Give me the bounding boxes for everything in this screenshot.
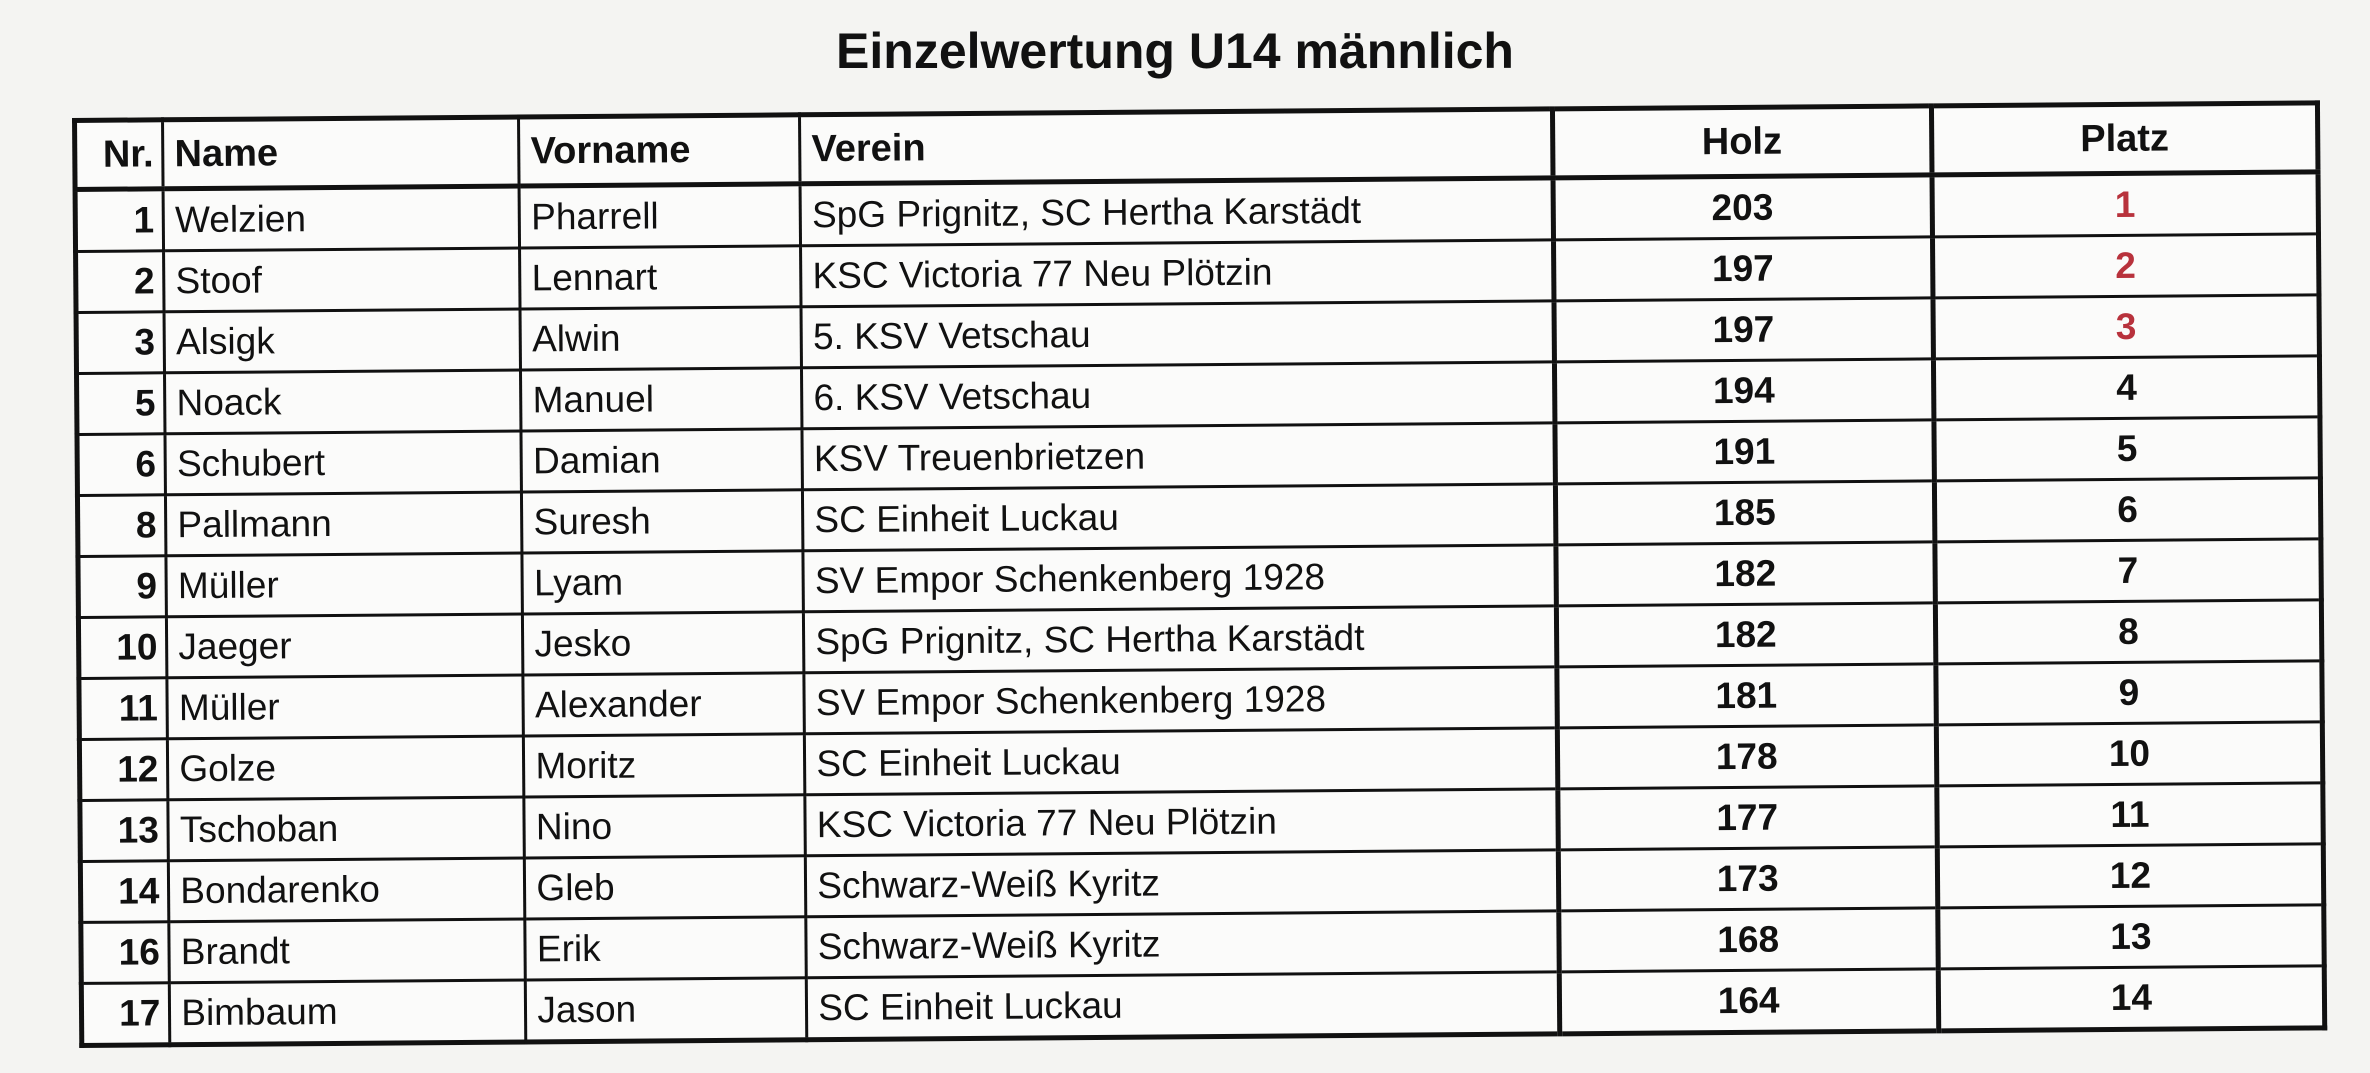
cell-name: Golze bbox=[167, 735, 525, 800]
cell-holz: 177 bbox=[1557, 785, 1938, 850]
cell-platz: 3 bbox=[1932, 294, 2320, 359]
cell-nr: 5 bbox=[76, 372, 166, 435]
cell-nr: 3 bbox=[76, 311, 165, 374]
cell-vorname: Alexander bbox=[523, 672, 805, 736]
cell-nr: 17 bbox=[81, 982, 171, 1046]
cell-name: Noack bbox=[164, 369, 522, 434]
cell-name: Jaeger bbox=[166, 613, 524, 678]
cell-nr: 13 bbox=[79, 799, 169, 862]
cell-platz: 10 bbox=[1936, 721, 2323, 786]
cell-nr: 14 bbox=[80, 860, 170, 923]
document-title: Einzelwertung U14 männlich bbox=[836, 23, 1514, 79]
cell-vorname: Damian bbox=[521, 428, 803, 492]
cell-name: Tschoban bbox=[168, 796, 525, 861]
cell-holz: 182 bbox=[1555, 541, 1936, 606]
cell-name: Alsigk bbox=[164, 308, 521, 373]
cell-name: Bondarenko bbox=[168, 857, 526, 922]
header-holz: Holz bbox=[1552, 105, 1932, 178]
cell-holz: 178 bbox=[1556, 724, 1937, 789]
cell-nr: 16 bbox=[80, 921, 170, 984]
header-verein: Verein bbox=[799, 108, 1553, 184]
cell-platz: 4 bbox=[1933, 355, 2320, 420]
cell-platz: 14 bbox=[1938, 965, 2325, 1031]
cell-platz: 9 bbox=[1935, 660, 2323, 725]
cell-name: Bimbaum bbox=[169, 979, 527, 1045]
cell-name: Müller bbox=[167, 674, 524, 739]
cell-platz: 7 bbox=[1934, 538, 2322, 603]
cell-holz: 185 bbox=[1555, 480, 1935, 545]
cell-nr: 9 bbox=[77, 555, 167, 618]
cell-holz: 203 bbox=[1552, 174, 1933, 240]
cell-vorname: Lyam bbox=[522, 550, 804, 614]
cell-platz: 12 bbox=[1937, 843, 2324, 908]
cell-nr: 8 bbox=[77, 494, 167, 557]
cell-vorname: Jason bbox=[525, 977, 808, 1042]
cell-verein: 6. KSV Vetschau bbox=[801, 361, 1555, 429]
cell-nr: 12 bbox=[79, 738, 169, 801]
cell-name: Brandt bbox=[169, 918, 526, 983]
cell-holz: 182 bbox=[1555, 602, 1936, 667]
cell-verein: 5. KSV Vetschau bbox=[801, 300, 1555, 368]
cell-holz: 197 bbox=[1553, 236, 1933, 301]
cell-verein: SV Empor Schenkenberg 1928 bbox=[803, 544, 1556, 612]
cell-holz: 191 bbox=[1554, 419, 1935, 484]
cell-vorname: Erik bbox=[525, 916, 807, 980]
cell-verein: Schwarz-Weiß Kyritz bbox=[805, 849, 1559, 917]
cell-vorname: Gleb bbox=[524, 855, 807, 919]
header-platz: Platz bbox=[1931, 102, 2318, 175]
cell-verein: SV Empor Schenkenberg 1928 bbox=[804, 666, 1557, 734]
cell-verein: SpG Prignitz, SC Hertha Karstädt bbox=[800, 177, 1554, 246]
cell-nr: 2 bbox=[75, 250, 165, 313]
cell-holz: 168 bbox=[1558, 907, 1939, 972]
cell-name: Schubert bbox=[165, 430, 522, 495]
cell-verein: SC Einheit Luckau bbox=[806, 971, 1560, 1040]
cell-verein: KSC Victoria 77 Neu Plötzin bbox=[805, 788, 1558, 856]
cell-vorname: Moritz bbox=[523, 733, 806, 797]
header-name: Name bbox=[162, 116, 520, 189]
cell-platz: 2 bbox=[1932, 233, 2319, 298]
cell-vorname: Manuel bbox=[520, 367, 803, 431]
cell-verein: Schwarz-Weiß Kyritz bbox=[806, 910, 1559, 978]
cell-holz: 194 bbox=[1554, 358, 1934, 423]
cell-holz: 197 bbox=[1553, 297, 1934, 362]
cell-name: Pallmann bbox=[165, 491, 523, 556]
cell-holz: 164 bbox=[1558, 968, 1939, 1034]
cell-verein: SC Einheit Luckau bbox=[804, 727, 1558, 795]
cell-name: Müller bbox=[166, 552, 523, 617]
cell-verein: SC Einheit Luckau bbox=[802, 483, 1556, 551]
cell-name: Welzien bbox=[163, 185, 520, 251]
cell-nr: 10 bbox=[78, 616, 168, 679]
cell-platz: 13 bbox=[1937, 904, 2325, 969]
cell-name: Stoof bbox=[163, 247, 521, 312]
cell-platz: 6 bbox=[1934, 477, 2321, 542]
cell-platz: 11 bbox=[1936, 782, 2324, 847]
cell-vorname: Nino bbox=[524, 794, 806, 858]
cell-vorname: Suresh bbox=[521, 489, 804, 553]
cell-vorname: Jesko bbox=[522, 611, 805, 675]
cell-nr: 1 bbox=[75, 188, 164, 252]
cell-holz: 181 bbox=[1556, 663, 1937, 728]
results-table: Nr. Name Vorname Verein Holz Platz 1 Welz… bbox=[72, 100, 2328, 1048]
cell-nr: 6 bbox=[76, 433, 166, 496]
cell-verein: SpG Prignitz, SC Hertha Karstädt bbox=[803, 605, 1557, 673]
cell-holz: 173 bbox=[1557, 846, 1938, 911]
header-vorname: Vorname bbox=[518, 114, 801, 186]
cell-platz: 5 bbox=[1933, 416, 2321, 481]
cell-vorname: Alwin bbox=[520, 306, 802, 370]
cell-platz: 1 bbox=[1931, 171, 2319, 237]
cell-vorname: Lennart bbox=[519, 245, 802, 309]
cell-verein: KSV Treuenbrietzen bbox=[802, 422, 1556, 490]
header-nr: Nr. bbox=[74, 119, 164, 190]
cell-platz: 8 bbox=[1935, 599, 2322, 664]
cell-verein: KSC Victoria 77 Neu Plötzin bbox=[800, 239, 1554, 307]
cell-nr: 11 bbox=[78, 677, 168, 740]
cell-vorname: Pharrell bbox=[519, 183, 801, 248]
